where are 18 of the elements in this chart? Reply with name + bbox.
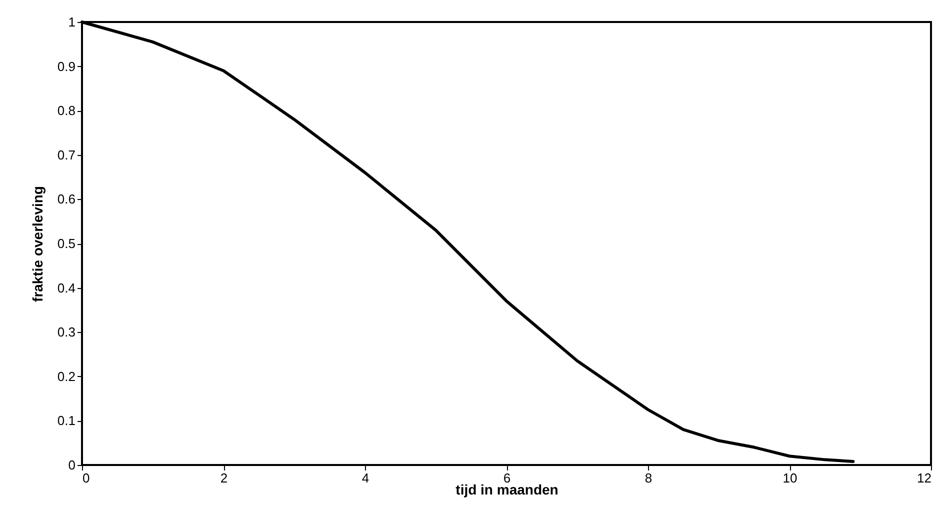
- y-tick-label: 0.3: [57, 324, 76, 340]
- y-tick-label: 0.9: [57, 58, 76, 74]
- x-tick-label: 8: [644, 470, 652, 486]
- y-tick-label: 0.2: [57, 368, 76, 384]
- x-tick-label: 0: [82, 470, 90, 486]
- y-tick-label: 0.5: [57, 236, 76, 251]
- x-tick-label: 10: [782, 470, 798, 486]
- x-tick-label: 4: [362, 470, 370, 486]
- y-axis-title: fraktie overleving: [29, 186, 46, 302]
- y-tick-label: 0.1: [57, 413, 76, 428]
- y-tick-label: 0.6: [57, 192, 76, 207]
- x-tick-label: 12: [917, 470, 932, 486]
- y-tick-label: 0.7: [57, 147, 76, 162]
- y-tick-label: 0.8: [57, 103, 76, 118]
- y-tick-label: 0.4: [57, 280, 76, 296]
- y-tick-label: 1: [68, 14, 76, 30]
- y-tick-label: 0: [68, 458, 76, 472]
- x-tick-label: 2: [220, 470, 228, 486]
